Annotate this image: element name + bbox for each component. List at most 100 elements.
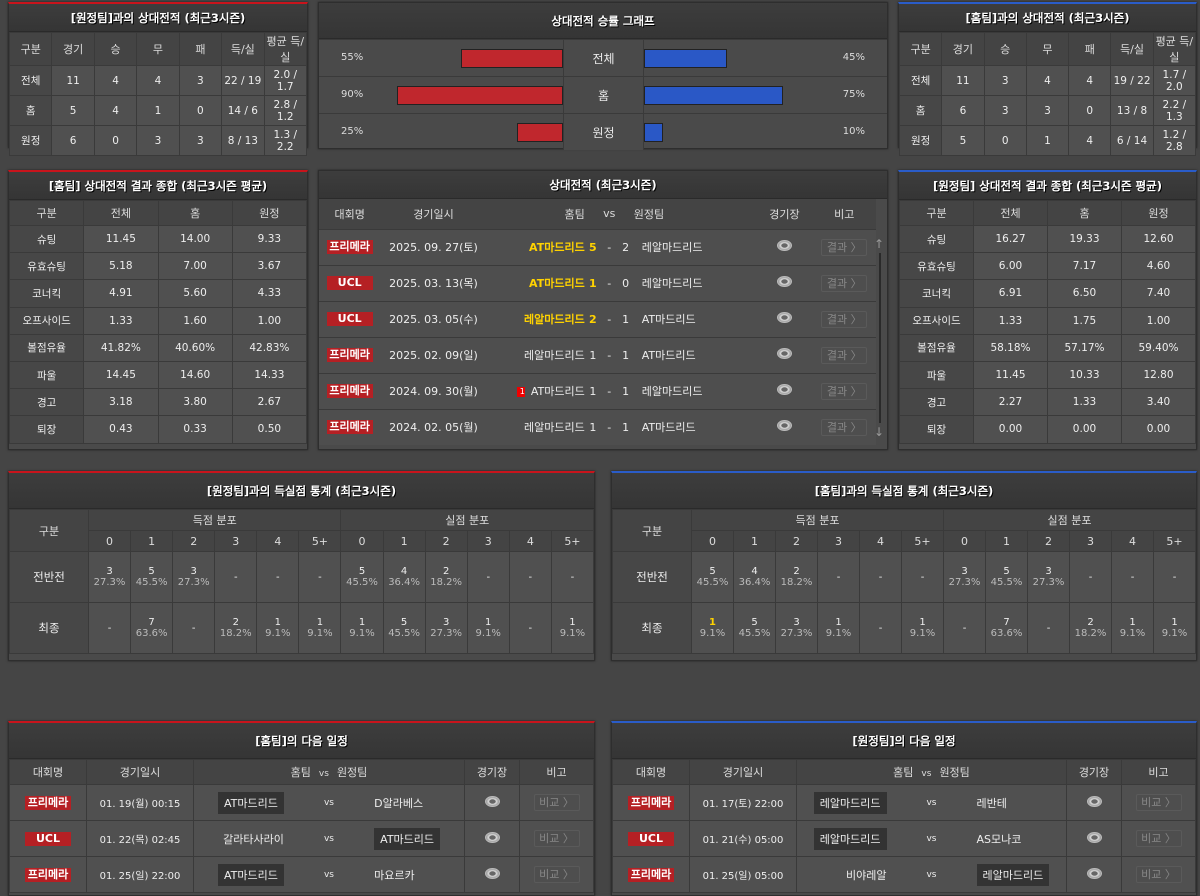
table-cell: 볼점유율 (8, 333, 85, 362)
match-row[interactable]: 프리메라 2024. 09. 30(월) 1 AT마드리드 1-1 레알마드리드 결과 〉 (319, 372, 876, 409)
vs-label: vs (283, 820, 375, 857)
stadium-cell (756, 372, 813, 409)
away-team-name: 레반테 (976, 796, 1007, 810)
compare-button[interactable]: 비교 〉 (533, 830, 580, 847)
away-team-name: 레알마드리드 (976, 863, 1050, 886)
column-header: 5+ (901, 530, 944, 552)
compare-button[interactable]: 비교 〉 (1135, 794, 1182, 811)
compare-button[interactable]: 비교 〉 (533, 866, 580, 883)
away-winrate-bar (644, 86, 783, 105)
goal-cell: - (87, 602, 132, 654)
compare-button[interactable]: 비교 〉 (1135, 830, 1182, 847)
stadium-icon[interactable] (776, 420, 792, 432)
stadium-icon[interactable] (484, 867, 500, 879)
result-button[interactable]: 결과 〉 (821, 310, 868, 328)
goal-cell: 1 9.1% (901, 602, 944, 654)
goals-table: 구분 득점 분포 실점 분포 0 1 2 3 4 5+ 0 1 2 3 4 5+ 전반전 5 45.5% 4 36.4… (612, 509, 1196, 654)
home-score: 1 (584, 336, 602, 373)
table-row: 전체 11 4 4 3 22 / 19 2.0 / 1.7 (8, 65, 308, 96)
result-button[interactable]: 결과 〉 (821, 238, 868, 256)
recent-matches-panel: 상대전적 (최근3시즌) 대회명 경기일시 홈팀 vs 원정팀 경기장 비고 프리메라 2025.… (318, 170, 888, 450)
winrate-row: 25% 원정 10% (319, 113, 887, 150)
scrollbar-track[interactable] (879, 253, 881, 423)
panel-title: [홈팀]의 다음 일정 (9, 723, 594, 759)
home-team: 레알마드리드 (486, 300, 585, 337)
table-cell: 19.33 (1047, 224, 1122, 254)
goal-percent: 9.1% (349, 628, 375, 639)
table-cell: 2.8 / 1.2 (263, 95, 308, 126)
table-cell: 코너킥 (899, 279, 974, 308)
match-row[interactable]: UCL 2025. 03. 13(목) AT마드리드 1-0 레알마드리드 결과 〉 (319, 264, 876, 301)
next-schedule-away-panel: [원정팀]의 다음 일정 대회명 경기일시 홈팀 vs 원정팀 경기장 비고 프리메라 01. 1… (611, 721, 1197, 896)
column-header: 5+ (550, 530, 595, 552)
home-team: 레알마드리드 (486, 336, 585, 373)
table-cell: 볼점유율 (899, 333, 974, 362)
compare-button[interactable]: 비교 〉 (533, 794, 580, 811)
compare-cell: 비교 〉 (1121, 784, 1196, 821)
scrollbar[interactable]: ↑ ↓ (874, 237, 885, 445)
goal-count: 1 (358, 617, 366, 628)
away-team: 레알마드리드 (976, 856, 1067, 893)
match-row[interactable]: 프리메라 2025. 09. 27(토) AT마드리드 5-2 레알마드리드 결과 〉 (319, 228, 876, 265)
stadium-cell (1066, 820, 1122, 857)
column-header: 구분 (898, 32, 943, 66)
stadium-icon[interactable] (776, 384, 792, 395)
result-button[interactable]: 결과 〉 (821, 382, 868, 400)
column-header: 득/실 (221, 32, 265, 66)
column-header: 1 (985, 530, 1028, 552)
column-header: 4 (859, 530, 902, 552)
goal-count: 1 (835, 617, 842, 628)
stadium-icon[interactable] (776, 312, 792, 323)
table-cell: 9.33 (231, 224, 308, 254)
scroll-up-icon[interactable]: ↑ (874, 237, 885, 251)
scroll-down-icon[interactable]: ↓ (874, 425, 885, 439)
compare-button[interactable]: 비교 〉 (1135, 866, 1182, 883)
panel-title: [원정팀]과의 상대전적 (최근3시즌) (9, 4, 307, 32)
match-row[interactable]: 프리메라 2024. 02. 05(월) 레알마드리드 1-1 AT마드리드 결과 〉 (319, 408, 876, 445)
table-cell: 12.80 (1121, 360, 1196, 390)
home-team: 1 AT마드리드 (486, 372, 585, 409)
goal-count: 7 (148, 617, 155, 628)
column-header: 원정팀 (633, 199, 757, 229)
home-pct-text: 25% (341, 126, 364, 137)
row-label: 홈 (563, 77, 644, 113)
stadium-icon[interactable] (484, 795, 500, 807)
row-label: 전반전 (612, 551, 692, 603)
column-header: 1 (130, 530, 174, 552)
stadium-icon[interactable] (776, 348, 792, 359)
stats-left-panel: [홈팀] 상대전적 결과 종합 (최근3시즌 평균) 구분 전체 홈 원정 슈팅 11.45… (8, 170, 308, 450)
table-cell: 0 (983, 125, 1027, 156)
table-cell: 1 (1025, 125, 1070, 156)
result-button[interactable]: 결과 〉 (821, 418, 868, 436)
column-header: 구분 (8, 32, 53, 66)
match-row[interactable]: 프리메라 2025. 02. 09(일) 레알마드리드 1-1 AT마드리드 결과 〉 (319, 336, 876, 373)
stadium-icon[interactable] (484, 831, 500, 843)
stadium-icon[interactable] (776, 276, 792, 287)
column-header: 2 (172, 530, 216, 552)
stadium-icon[interactable] (1086, 795, 1102, 807)
table-row: 유효슈팅 6.00 7.17 4.60 (899, 252, 1196, 281)
goal-percent: 45.5% (135, 577, 168, 588)
table-cell: 오프사이드 (899, 306, 974, 335)
comp-cell: 프리메라 (319, 408, 381, 445)
goal-count: 3 (190, 566, 197, 577)
goal-cell: 2 18.2% (214, 602, 258, 654)
goal-count: - (878, 571, 883, 583)
result-button[interactable]: 결과 〉 (821, 274, 868, 292)
home-score: 1 (584, 372, 602, 409)
stadium-icon[interactable] (1086, 867, 1102, 879)
goal-cell: 3 27.3% (172, 551, 216, 603)
h2h-table: 구분 경기 승 무 패 득/실 평균 득/실 전체 11 4 4 3 22 / 19 2.0 / 1.7 홈… (8, 32, 308, 156)
goal-cell: - (1153, 551, 1196, 603)
comp-cell: 프리메라 (319, 228, 381, 265)
table-cell: 퇴장 (8, 415, 85, 444)
table-cell: 1.2 / 2.8 (1152, 125, 1197, 156)
table-cell: 3 (136, 125, 180, 156)
match-row[interactable]: UCL 2025. 03. 05(수) 레알마드리드 2-1 AT마드리드 결과 〉 (319, 300, 876, 337)
stadium-icon[interactable] (776, 240, 792, 251)
header-row: 대회명 경기일시 홈팀 vs 원정팀 경기장 비고 (9, 759, 594, 785)
goal-count: - (191, 622, 196, 634)
stadium-icon[interactable] (1086, 831, 1102, 843)
column-header: 실점 분포 (340, 509, 594, 531)
result-button[interactable]: 결과 〉 (821, 346, 868, 364)
